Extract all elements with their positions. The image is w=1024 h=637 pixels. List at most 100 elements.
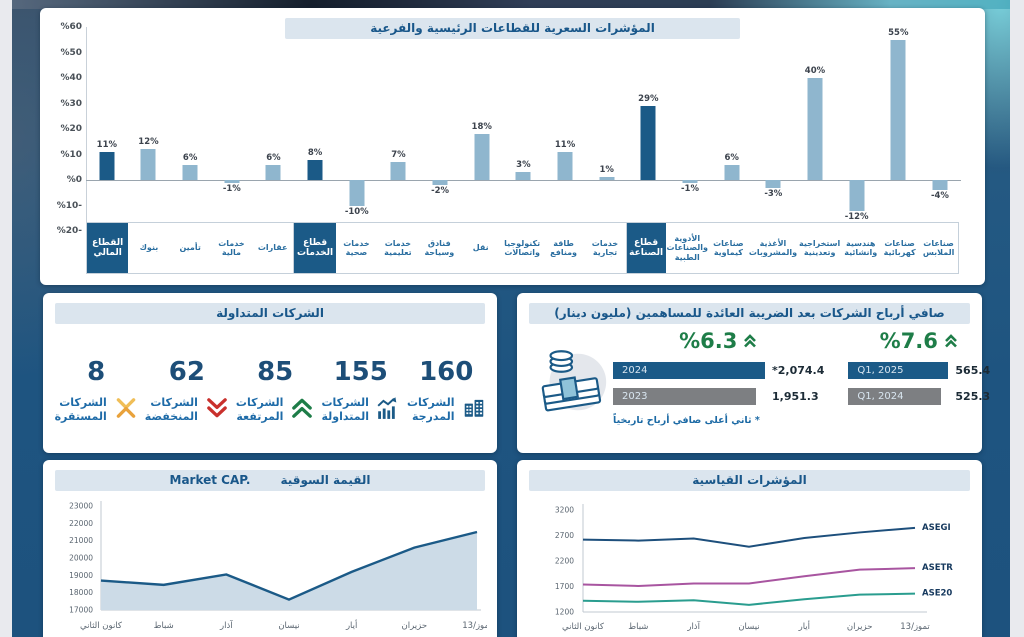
svg-text:2700: 2700: [555, 531, 574, 540]
svg-text:نيسان: نيسان: [278, 621, 299, 631]
category-label: بنوك: [139, 243, 159, 253]
bar-column: 12%: [128, 27, 170, 231]
sector-bar: [182, 164, 198, 180]
sector-chart-category-labels: القطاع المالي بنوك تأمين خدمات مالية عقارات ق…: [86, 222, 961, 274]
svg-text:كانون الثاني: كانون الثاني: [562, 622, 605, 632]
svg-text:نيسان: نيسان: [738, 622, 759, 632]
profit-bar-track: Q1, 2025: [848, 362, 949, 379]
bar-value-label: 6%: [182, 152, 198, 163]
category-label: خدمات صحية: [343, 238, 370, 257]
dashboard-background: المؤشرات السعرية للقطاعات الرئيسية والفر…: [12, 0, 1010, 637]
quarterly-change-pct: %7.6: [848, 329, 990, 353]
bar-column: -12%: [836, 27, 878, 231]
sector-bar: [515, 172, 531, 180]
annual-change-pct: %6.3: [613, 329, 824, 353]
bar-value-label: 18%: [471, 122, 492, 133]
category-label: الأدوية والصناعات الطبية: [666, 234, 708, 262]
y-axis-line: [86, 27, 87, 241]
profit-bar-track: 2024: [613, 362, 765, 379]
svg-text:18000: 18000: [69, 588, 93, 597]
rising-icon: [290, 396, 314, 424]
sector-bar: [890, 39, 906, 180]
svg-text:شباط: شباط: [154, 621, 174, 631]
y-axis-tick: %50: [60, 47, 82, 58]
stat-label-row: الشركات المدرجة: [407, 396, 486, 424]
bar-value-label: 40%: [804, 66, 826, 76]
y-axis-tick: %30: [60, 98, 82, 109]
bar-column: 40%: [794, 27, 836, 231]
bar-column: -10%: [336, 27, 378, 231]
sector-bar: [640, 106, 656, 180]
companies-stats-row: 160 الشركات المدرجة 155 الشركات المتداولة 85 ال…: [51, 335, 489, 447]
city-photo-strip: [12, 0, 1010, 9]
sector-bar: [807, 78, 823, 180]
svg-text:2200: 2200: [555, 557, 574, 566]
svg-text:ASETR: ASETR: [922, 563, 953, 573]
bar-column: 1%: [586, 27, 628, 231]
profit-bar: 2023: [613, 388, 756, 405]
profit-bar-row: 2024 *2,074.4: [613, 362, 824, 379]
sector-chart-y-axis: %60 %50 %40 %30 %20 %10 %0 %10- %20-: [48, 22, 82, 236]
category-label: استخراجية وتعدينية: [799, 238, 841, 257]
svg-text:آذار: آذار: [219, 619, 233, 631]
y-axis-tick: %20: [60, 124, 82, 134]
stat-label: الشركات المرتفعة: [235, 395, 284, 423]
benchmark-indices-chart: 3200 2700 2200 1700 1200 ASEGI ASETR ASE20 كانون…: [555, 504, 953, 632]
traded-chart-icon: [376, 396, 400, 424]
bar-value-label: -2%: [431, 186, 450, 197]
category-label: فنادق وسياحة: [424, 238, 455, 257]
market-cap-panel: Market CAP. القيمة السوقية 23000 22000 210…: [43, 460, 497, 637]
sector-bar: [599, 177, 615, 180]
stat-label-row: الشركات المرتفعة: [236, 396, 315, 424]
stat-label: الشركات المتداولة: [321, 395, 369, 423]
category-label: عقارات: [257, 243, 288, 253]
sector-bar: [557, 151, 573, 180]
stat-value: 85: [257, 356, 294, 387]
category-label: طاقة ومنافع: [550, 238, 578, 257]
profit-bar-value: 1,951.3: [772, 390, 819, 403]
profit-bar-value: *2,074.4: [772, 364, 825, 377]
stat-label: الشركات المستقرة: [54, 395, 107, 423]
profit-bar-row: 2023 1,951.3: [613, 388, 824, 405]
bar-value-label: 6%: [724, 152, 739, 163]
category-label: هندسية وانشائية: [844, 238, 878, 257]
bar-column: 55%: [877, 27, 919, 231]
bar-column: 7%: [378, 27, 420, 231]
profit-bar-row: Q1, 2024 525.3: [848, 388, 990, 405]
svg-text:ASE20: ASE20: [922, 589, 952, 599]
declining-icon: [205, 396, 229, 424]
svg-text:17000: 17000: [69, 606, 93, 615]
company-stat-item: 8 الشركات المستقرة: [55, 359, 138, 424]
profit-bar-row: Q1, 2025 565.4: [848, 362, 990, 379]
profit-bar: Q1, 2025: [848, 362, 949, 379]
up-chevrons-icon: [744, 334, 757, 348]
company-stat-item: 160 الشركات المدرجة: [407, 359, 486, 424]
bar-value-label: -3%: [764, 188, 783, 199]
sector-bar: [349, 180, 365, 206]
profit-bar-period-label: 2024: [622, 365, 648, 376]
bar-column: 11%: [544, 27, 586, 231]
sector-bar: [932, 180, 948, 191]
category-label: صناعات كيماوية: [713, 238, 744, 257]
company-stat-item: 155 الشركات المتداولة: [321, 359, 400, 424]
market-cap-title: Market CAP. القيمة السوقية: [55, 470, 485, 491]
y-axis-tick: %20-: [56, 226, 82, 236]
zero-baseline: [86, 180, 961, 181]
quarterly-profit-group: %7.6 Q1, 2025 565.4 Q1, 2024 525.3: [848, 329, 990, 426]
bar-value-label: 11%: [96, 139, 118, 150]
bar-column: 29%: [628, 27, 670, 231]
bar-column: -3%: [753, 27, 795, 231]
money-stack-icon: [531, 329, 613, 426]
category-label: تكنولوجيا واتصالات: [504, 238, 541, 257]
sector-bar: [724, 164, 740, 180]
svg-text:3200: 3200: [555, 506, 574, 515]
stat-value: 8: [87, 356, 106, 387]
svg-text:19000: 19000: [69, 571, 93, 580]
bar-value-label: -10%: [344, 206, 369, 217]
profit-bar-period-label: 2023: [622, 391, 648, 402]
market-cap-title-ar: القيمة السوقية: [280, 473, 371, 487]
svg-text:13/تموز: 13/تموز: [900, 622, 930, 632]
bar-value-label: 12%: [138, 137, 159, 148]
svg-text:شباط: شباط: [628, 622, 648, 632]
bar-column: 18%: [461, 27, 503, 231]
